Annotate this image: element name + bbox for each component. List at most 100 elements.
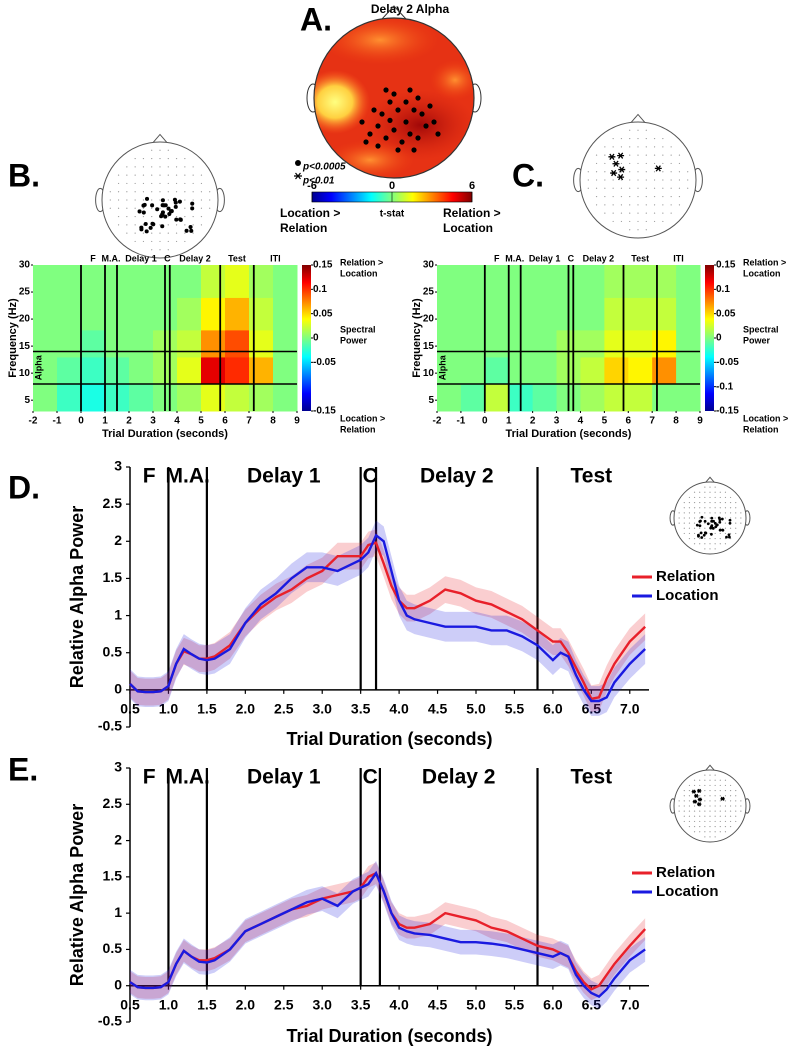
electrode-sig (700, 515, 704, 519)
y-tick-label: 1 (114, 904, 122, 920)
electrode (167, 174, 169, 176)
y-tick-label: 1.5 (103, 868, 123, 884)
x-tick-label: 5.0 (466, 996, 486, 1012)
electrode (704, 543, 706, 545)
electrode (678, 517, 680, 519)
y-tick-label: 30 (19, 260, 31, 271)
electrode (159, 149, 161, 151)
electrode-sig (399, 139, 405, 145)
electrode (714, 805, 716, 807)
electrode (704, 486, 706, 488)
electrode (151, 215, 153, 218)
electrode (126, 207, 128, 209)
heat-cell (628, 329, 653, 358)
electrode (693, 815, 696, 817)
heat-cell (628, 297, 653, 331)
x-tick-label: 7.0 (620, 701, 640, 717)
electrode (184, 157, 186, 160)
electrode (653, 195, 656, 198)
electrode (693, 810, 696, 812)
colorbar-tick-label: -0.05 (313, 357, 336, 368)
electrode (159, 191, 161, 193)
electrode (200, 182, 203, 185)
panel-label: B. (8, 157, 40, 193)
electrode (683, 815, 685, 817)
electrode (134, 182, 136, 185)
electrode-sig (169, 209, 174, 214)
epoch-label: F (90, 253, 96, 263)
electrode-sig (144, 196, 150, 201)
electrode (662, 146, 664, 148)
electrode (729, 501, 732, 504)
x-tick-label: 5.0 (466, 701, 486, 717)
electrode (637, 154, 639, 156)
electrode (714, 548, 716, 550)
electrode (192, 182, 194, 185)
colorbar-tick-label: -0.05 (716, 357, 739, 368)
electrode-sig (160, 210, 165, 215)
electrode (595, 162, 598, 165)
electrode-sig (720, 517, 724, 521)
electrode (151, 240, 153, 243)
electrode (209, 207, 211, 209)
electrode-sig (167, 212, 172, 217)
electrode-sig (395, 107, 401, 113)
heat-cell (460, 265, 486, 298)
electrode (678, 187, 681, 189)
electrode-sig (148, 225, 153, 230)
band-label: Alpha (437, 354, 447, 380)
y-axis-label: Frequency (Hz) (7, 298, 19, 378)
electrode (167, 240, 169, 243)
electrode (709, 800, 711, 802)
electrode-sig (419, 111, 425, 117)
series-line (129, 870, 646, 999)
y-tick-label: 25 (19, 287, 31, 298)
electrode (724, 522, 727, 524)
epoch-label: Delay 2 (420, 465, 494, 488)
electrode (714, 831, 716, 833)
heat-cell (580, 265, 605, 298)
electrode (683, 501, 685, 504)
label-line: Spectral (340, 324, 376, 334)
electrode (709, 810, 711, 812)
electrode (645, 137, 647, 140)
electrode-star (608, 153, 616, 160)
electrode (151, 182, 153, 185)
electrode (719, 825, 721, 828)
x-tick-label: -1 (456, 416, 465, 427)
electrode (724, 543, 727, 545)
electrode (117, 174, 120, 176)
electrode (184, 191, 186, 193)
panel-label: C. (512, 157, 544, 193)
electrode (704, 527, 706, 529)
heat-cell (484, 383, 510, 412)
x-tick-label: 8 (270, 416, 276, 427)
electrode-sig (407, 87, 413, 93)
x-tick-label: 2.5 (274, 996, 294, 1012)
electrode (729, 507, 732, 509)
x-tick-label: 3 (554, 416, 560, 427)
electrode (637, 220, 639, 223)
electrode (719, 789, 721, 792)
electrode-sig (379, 111, 385, 117)
electrode (142, 207, 145, 209)
electrode (192, 199, 194, 201)
electrode (192, 166, 194, 168)
electrode (612, 146, 614, 148)
electrode (724, 507, 727, 509)
electrode (699, 820, 701, 823)
electrode (117, 199, 120, 201)
heat-cell (225, 356, 250, 385)
electrode (724, 810, 727, 812)
electrode (688, 825, 691, 828)
y-tick-label: 2.5 (103, 495, 123, 511)
electrode (620, 212, 623, 214)
electrode (704, 810, 706, 812)
electrode-sig (431, 119, 437, 125)
x-axis-label: Trial Duration (seconds) (286, 1026, 492, 1046)
electrode (699, 491, 701, 493)
electrode (704, 548, 706, 550)
electrode (714, 789, 716, 792)
label-line: Relation > (743, 257, 786, 267)
electrode (729, 810, 732, 812)
